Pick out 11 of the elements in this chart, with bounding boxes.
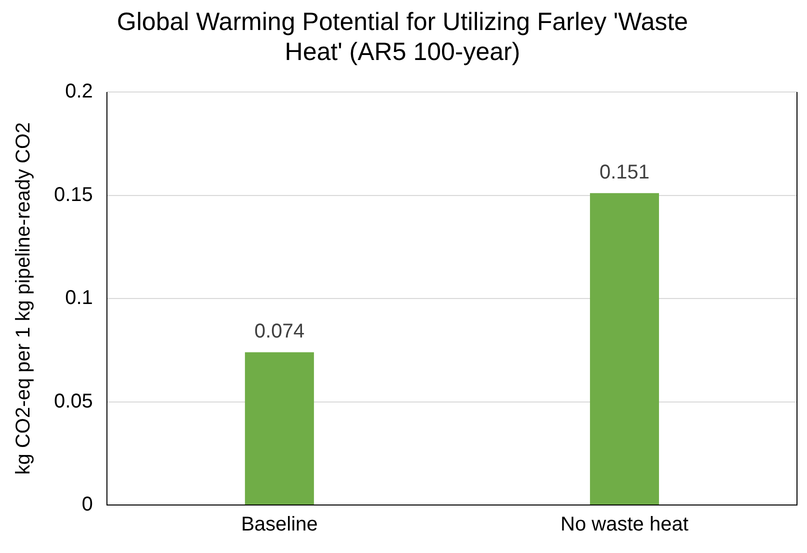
data-label: 0.151 [599, 162, 650, 184]
y-tick-label: 0.2 [65, 80, 93, 103]
chart-title: Global Warming Potential for Utilizing Farley 'Waste Heat' (AR5 100-year) [116, 8, 688, 66]
data-label: 0.074 [254, 320, 304, 343]
y-tick-label: 0 [82, 494, 93, 516]
y-tick-label: 0.05 [54, 390, 93, 412]
y-tick-label: 0.15 [54, 184, 93, 206]
x-tick-label: Baseline [241, 514, 318, 536]
x-tick-label: No waste heat [560, 514, 689, 536]
y-axis-title: kg CO2-eq per 1 kg pipeline-ready CO2 [12, 122, 35, 475]
y-tick-label: 0.1 [65, 287, 93, 310]
